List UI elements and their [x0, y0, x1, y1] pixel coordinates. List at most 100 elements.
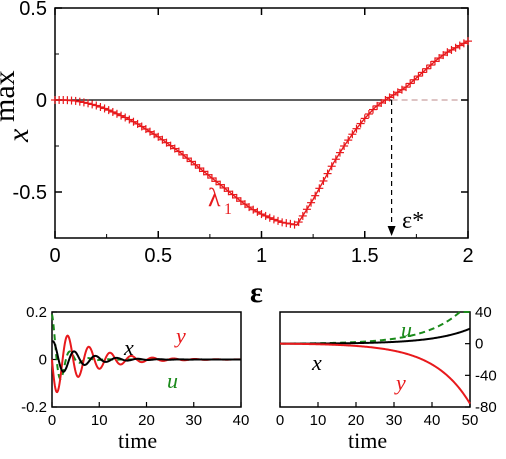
lambda1-point [179, 150, 188, 159]
lambda1-point [253, 207, 262, 216]
lambda1-point [360, 114, 369, 123]
lambda1-point [451, 43, 460, 52]
br-xtick-label: 20 [348, 412, 365, 429]
br-xtick-label: 40 [424, 412, 441, 429]
lambda1-point [397, 85, 406, 94]
lambda1-point [348, 130, 357, 139]
lambda1-point [158, 135, 167, 144]
lambda1-point [356, 119, 365, 128]
lambda1-point [203, 170, 212, 179]
lambda1-point [207, 174, 216, 183]
main-ylabel: x [2, 128, 35, 143]
bl-y-curve [51, 334, 241, 394]
lambda1-point [137, 122, 146, 131]
lambda1-point [455, 41, 464, 50]
lambda1-point [191, 160, 200, 169]
lambda1-point [269, 215, 278, 224]
lambda1-point [298, 211, 307, 220]
lambda1-point [344, 136, 353, 145]
lambda1-point [393, 88, 402, 97]
main-ytick-label: -0.5 [13, 182, 47, 204]
lambda1-point [282, 219, 291, 228]
lambda1-point [286, 219, 295, 228]
lambda1-point [402, 83, 411, 92]
lambda1-point [240, 200, 249, 209]
lambda1-point [187, 157, 196, 166]
bottom-left-panel: 0 10 20 30 40-0.200.2 x y u time [21, 304, 249, 453]
bl-xtick-label: 40 [233, 412, 250, 429]
main-xtick-label: 2 [462, 245, 473, 267]
lambda1-point [129, 117, 138, 126]
lambda1-point [125, 115, 134, 124]
epsilon-star-marker [387, 100, 396, 236]
lambda1-point [335, 148, 344, 157]
main-xtick-label: 1 [256, 245, 267, 267]
main-ytick-label: 0.5 [19, 0, 47, 20]
main-plot-frame [54, 7, 469, 239]
main-tick-labels: 0 0.5 1 1.5 2 -0.5 0 0.5 [13, 0, 474, 267]
lambda1-point [245, 203, 254, 212]
lambda1-label: λ 1 [208, 183, 232, 218]
lambda1-point [327, 162, 336, 171]
lambda1-point [430, 57, 439, 66]
br-tick-labels: 0 10 20 30 40 50 40 0 -40 -80 [276, 304, 497, 429]
bl-xlabel: time [118, 428, 157, 453]
lambda1-point [290, 220, 299, 229]
bl-xtick-label: 0 [48, 412, 56, 429]
lambda1-point [232, 193, 241, 202]
lambda1-curve [55, 40, 469, 226]
lambda1-point [162, 138, 171, 147]
br-curves [279, 311, 471, 405]
bl-ytick-label: -0.2 [21, 399, 47, 416]
br-xlabel: time [348, 428, 387, 453]
lambda1-point [315, 184, 324, 193]
br-ytick-label: 0 [475, 336, 483, 353]
br-xtick-label: 0 [276, 412, 284, 429]
main-xtick-label: 0 [49, 245, 60, 267]
main-panel: 0 0.5 1 1.5 2 -0.5 0 0.5 x max ε λ 1 ε* [0, 0, 474, 309]
lambda1-point [389, 90, 398, 99]
br-ytick-label: 40 [475, 304, 492, 321]
lambda1-point [406, 79, 415, 88]
bl-label-x: x [123, 335, 134, 360]
lambda1-point [414, 72, 423, 81]
br-ytick-label: -80 [475, 399, 497, 416]
lambda1-point [459, 39, 468, 48]
br-label-u: u [401, 317, 412, 342]
lambda1-point [311, 191, 320, 200]
lambda1-point [364, 109, 373, 118]
lambda1-point [92, 101, 101, 110]
lambda1-point [100, 104, 109, 113]
bl-u-curve [51, 314, 241, 381]
lambda1-point [249, 205, 258, 214]
lambda1-point [439, 51, 448, 60]
main-xlabel: ε [250, 276, 263, 309]
main-y-axis-title: x max [0, 70, 35, 143]
br-xtick-label: 30 [386, 412, 403, 429]
lambda1-point [79, 98, 88, 107]
lambda1-point [323, 169, 332, 178]
lambda1-point [220, 183, 229, 192]
lambda1-point [435, 54, 444, 63]
lambda1-point [464, 37, 472, 46]
lambda1-point [154, 132, 163, 141]
lambda1-point [265, 213, 274, 222]
main-ylabel-sup: max [0, 70, 21, 122]
lambda1-point [422, 64, 431, 73]
br-plot-frame [279, 311, 471, 408]
lambda1-point [274, 216, 283, 225]
br-u-curve [279, 311, 470, 345]
lambda1-point [104, 106, 113, 115]
main-ticks [54, 7, 469, 238]
epsilon-star-arrowhead [387, 226, 396, 236]
bl-xtick-label: 20 [138, 412, 155, 429]
lambda1-point [418, 68, 427, 77]
lambda1-point [278, 218, 287, 227]
lambda1-point [224, 187, 233, 196]
lambda1-point [199, 167, 208, 176]
lambda1-point [150, 130, 159, 139]
lambda1-point [121, 113, 130, 122]
lambda1-point [410, 75, 419, 84]
lambda1-point [228, 190, 237, 199]
lambda1-sub: 1 [224, 201, 232, 218]
